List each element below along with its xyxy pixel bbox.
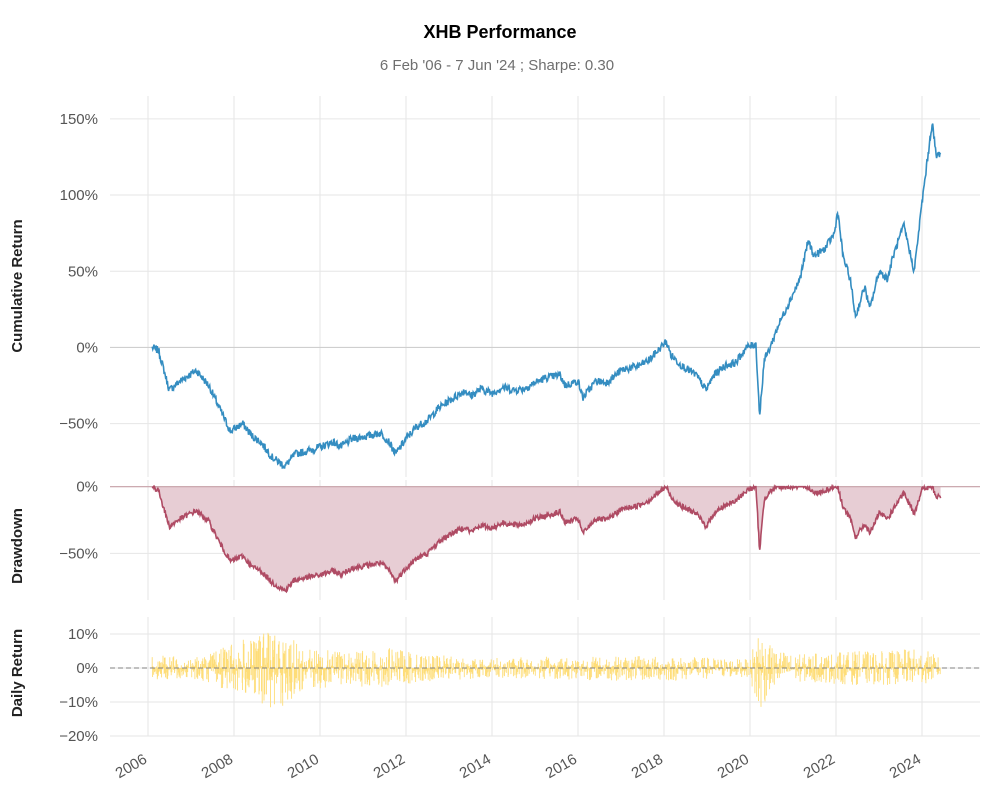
x-tick-label: 2012: [371, 751, 408, 782]
daily-return-ylabel: Daily Return: [9, 629, 26, 717]
y-tick-label: 0%: [76, 339, 98, 356]
y-tick-label: 50%: [68, 263, 98, 280]
y-tick-label: −10%: [59, 694, 98, 711]
grid-layer: [110, 96, 980, 737]
x-tick-label: 2024: [887, 751, 924, 782]
cumulative-return-ylabel: Cumulative Return: [9, 219, 26, 352]
x-tick-label: 2022: [801, 751, 838, 782]
x-tick-label: 2008: [199, 751, 236, 782]
y-tick-label: −20%: [59, 728, 98, 745]
data-layer: [110, 123, 980, 708]
x-tick-label: 2018: [629, 751, 666, 782]
drawdown-line: [151, 483, 942, 594]
y-tick-label: 100%: [60, 187, 98, 204]
y-tick-label: 0%: [76, 479, 98, 496]
drawdown-fill: [152, 486, 941, 592]
y-tick-label: −50%: [59, 545, 98, 562]
x-tick-label: 2014: [457, 751, 494, 782]
chart-title: XHB Performance: [423, 22, 576, 42]
y-tick-label: 0%: [76, 660, 98, 677]
x-tick-label: 2016: [543, 751, 580, 782]
x-tick-label: 2020: [715, 751, 752, 782]
y-tick-label: 10%: [68, 626, 98, 643]
chart-subtitle: 6 Feb '06 - 7 Jun '24 ; Sharpe: 0.30: [380, 57, 614, 74]
x-tick-label: 2006: [113, 751, 150, 782]
daily-return-bars: [151, 632, 942, 708]
y-tick-label: 150%: [60, 111, 98, 128]
cumulative-return-line: [151, 123, 942, 469]
y-tick-label: −50%: [59, 416, 98, 433]
drawdown-ylabel: Drawdown: [9, 508, 26, 584]
x-tick-label: 2010: [285, 751, 322, 782]
